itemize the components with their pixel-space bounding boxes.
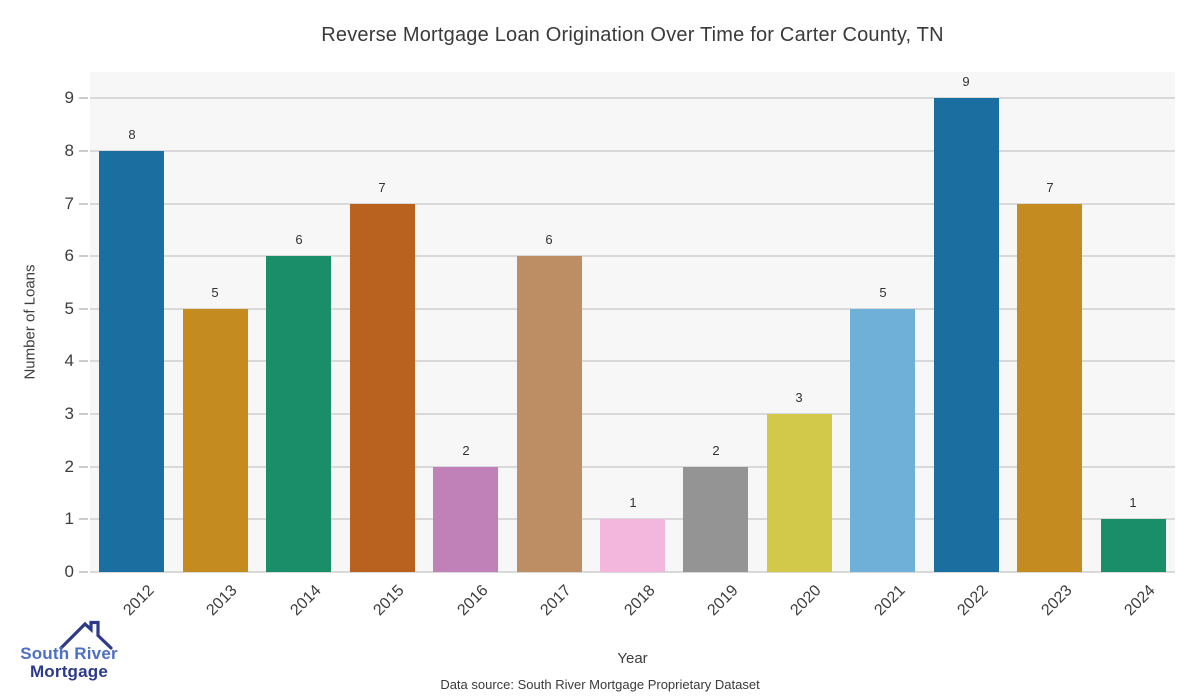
- x-tick-label-2024: 2024: [1121, 582, 1160, 620]
- x-tick-label-2013: 2013: [203, 582, 242, 620]
- y-tick-mark: [79, 307, 88, 310]
- y-tick-mark: [79, 413, 88, 416]
- house-roof-icon: [59, 620, 113, 650]
- gridline-y-0: [90, 571, 1175, 573]
- south-river-mortgage-logo: South River Mortgage: [14, 614, 144, 694]
- bar-value-label-2021: 5: [879, 285, 887, 300]
- gridline-y-2: [90, 465, 1175, 468]
- bar-value-label-2017: 6: [545, 232, 553, 247]
- bar-value-label-2020: 3: [795, 390, 803, 405]
- bar-value-label-2018: 1: [629, 495, 637, 510]
- y-tick-mark: [79, 255, 88, 258]
- plot-panel: 8 5 6 7 2 6 1 2 3 5 9 7 1: [90, 72, 1175, 573]
- gridline-y-6: [90, 255, 1175, 258]
- y-tick-mark: [79, 571, 88, 573]
- x-axis-title: Year: [617, 650, 648, 667]
- bar-2020: [767, 414, 832, 572]
- bar-value-label-2022: 9: [962, 74, 970, 89]
- bar-2017: [517, 256, 582, 572]
- bar-value-label-2015: 7: [378, 180, 386, 195]
- y-tick-label-8: 8: [64, 140, 74, 160]
- y-tick-label-9: 9: [64, 88, 74, 108]
- bar-2014: [266, 256, 331, 572]
- bar-value-label-2016: 2: [462, 443, 470, 458]
- y-tick-label-1: 1: [64, 509, 74, 529]
- y-tick-label-2: 2: [64, 456, 74, 476]
- gridline-y-9: [90, 97, 1175, 100]
- y-tick-mark: [79, 149, 88, 152]
- logo-text-line2: Mortgage: [29, 662, 109, 681]
- y-tick-mark: [79, 97, 88, 100]
- bar-2019: [683, 467, 748, 572]
- logo-text-line1: South River: [20, 644, 118, 663]
- gridline-y-4: [90, 360, 1175, 363]
- bar-2013: [183, 309, 248, 572]
- y-tick-label-7: 7: [64, 193, 74, 213]
- bar-2016: [433, 467, 498, 572]
- gridline-y-5: [90, 307, 1175, 310]
- y-tick-label-4: 4: [64, 351, 74, 371]
- bar-value-label-2023: 7: [1046, 180, 1054, 195]
- y-axis-title: Number of Loans: [21, 264, 39, 380]
- x-tick-label-2017: 2017: [537, 582, 576, 620]
- x-tick-label-2020: 2020: [787, 582, 826, 620]
- y-tick-label-5: 5: [64, 298, 74, 318]
- bar-2024: [1101, 519, 1166, 572]
- x-tick-label-2015: 2015: [370, 582, 409, 620]
- x-tick-label-2018: 2018: [621, 582, 660, 620]
- bar-2018: [600, 519, 665, 572]
- gridline-y-8: [90, 149, 1175, 152]
- chart-title: Reverse Mortgage Loan Origination Over T…: [321, 24, 944, 46]
- bar-value-label-2019: 2: [712, 443, 720, 458]
- gridline-y-7: [90, 202, 1175, 205]
- y-tick-label-0: 0: [64, 562, 74, 581]
- y-tick-mark: [79, 465, 88, 468]
- bar-value-label-2013: 5: [211, 285, 219, 300]
- x-tick-label-2014: 2014: [287, 582, 326, 620]
- x-tick-label-2016: 2016: [454, 582, 493, 620]
- bar-2015: [350, 204, 415, 572]
- bar-value-label-2024: 1: [1129, 495, 1137, 510]
- y-tick-label-3: 3: [64, 404, 74, 424]
- y-tick-mark: [79, 360, 88, 363]
- bar-value-label-2012: 8: [128, 127, 136, 142]
- y-tick-label-6: 6: [64, 246, 74, 266]
- bar-2021: [850, 309, 915, 572]
- y-tick-mark: [79, 202, 88, 205]
- x-tick-label-2021: 2021: [871, 582, 910, 620]
- x-tick-label-2023: 2023: [1038, 582, 1077, 620]
- x-tick-label-2019: 2019: [704, 582, 743, 620]
- data-source-note: Data source: South River Mortgage Propri…: [440, 677, 760, 692]
- bar-2012: [99, 151, 164, 572]
- y-tick-mark: [79, 518, 88, 521]
- bar-2023: [1017, 204, 1082, 572]
- gridline-y-3: [90, 413, 1175, 416]
- x-tick-label-2022: 2022: [954, 582, 993, 620]
- bar-value-label-2014: 6: [295, 232, 303, 247]
- bar-2022: [934, 98, 999, 572]
